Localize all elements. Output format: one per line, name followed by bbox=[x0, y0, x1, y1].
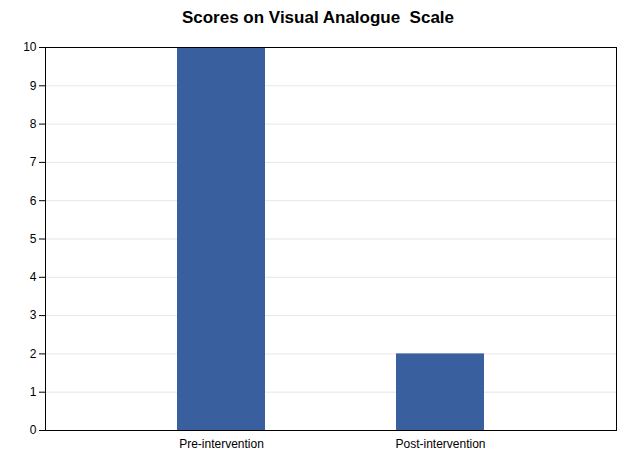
svg-text:2: 2 bbox=[30, 347, 37, 361]
svg-text:4: 4 bbox=[30, 270, 37, 284]
svg-text:10: 10 bbox=[23, 40, 37, 54]
svg-text:1: 1 bbox=[30, 385, 37, 399]
html-text:Scores on Visual Analogue Scal: Scores on Visual Analogue Scale bbox=[181, 8, 454, 27]
svg-text:8: 8 bbox=[30, 117, 37, 131]
svg-text:7: 7 bbox=[30, 155, 37, 169]
svg-text:6: 6 bbox=[30, 194, 37, 208]
svg-text:9: 9 bbox=[30, 79, 37, 93]
svg-text:0: 0 bbox=[30, 423, 37, 437]
svg-text:Post-intervention: Post-intervention bbox=[395, 437, 485, 451]
svg-text:5: 5 bbox=[30, 232, 37, 246]
svg-text:3: 3 bbox=[30, 308, 37, 322]
svg-text:Pre-intervention: Pre-intervention bbox=[179, 437, 264, 451]
